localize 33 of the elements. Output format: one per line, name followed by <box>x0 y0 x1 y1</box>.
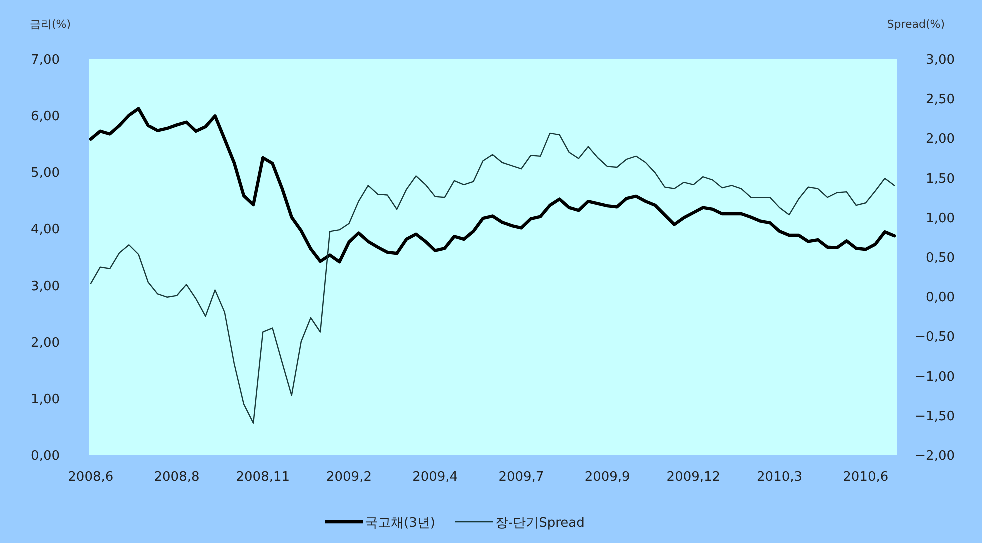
y-tick-label: 0,00 <box>31 449 60 464</box>
y-tick-label: 6,00 <box>31 110 60 125</box>
x-tick-label: 2009,9 <box>584 470 630 485</box>
y-tick-label: 2,00 <box>31 336 60 351</box>
legend-label: 장-단기Spread <box>495 516 585 531</box>
x-tick-label: 2009,2 <box>326 470 372 485</box>
x-tick-label: 2008,8 <box>154 470 200 485</box>
y2-tick-label: 1,00 <box>926 211 955 226</box>
y2-tick-label: −0,50 <box>915 330 955 346</box>
y2-tick-label: 1,50 <box>926 172 955 187</box>
y2-tick-label: 2,50 <box>926 92 955 108</box>
y2-tick-label: 3,00 <box>926 53 955 68</box>
x-tick-label: 2009,4 <box>412 470 458 485</box>
y-tick-label: 7,00 <box>31 53 60 68</box>
x-tick-label: 2009,7 <box>498 470 544 485</box>
y2-tick-label: −1,50 <box>915 409 955 424</box>
x-tick-label: 2010,6 <box>843 470 889 485</box>
x-tick-label: 2010,3 <box>757 470 803 485</box>
y-tick-label: 4,00 <box>31 222 60 238</box>
y2-tick-label: −1,00 <box>915 370 955 385</box>
legend-label: 국고채(3년) <box>365 516 436 531</box>
y2-tick-label: 0,00 <box>926 290 955 306</box>
y-tick-label: 1,00 <box>31 392 60 408</box>
y-tick-label: 5,00 <box>31 166 60 182</box>
x-tick-label: 2008,6 <box>68 470 114 485</box>
y2-tick-label: −2,00 <box>915 449 955 464</box>
x-tick-label: 2009,12 <box>666 470 721 485</box>
y2-axis-title: Spread(%) <box>887 18 945 31</box>
y2-tick-label: 2,00 <box>926 132 955 148</box>
y-axis-title: 금리(%) <box>30 18 72 31</box>
x-tick-label: 2008,11 <box>236 470 290 485</box>
y2-tick-label: 0,50 <box>926 251 955 266</box>
y-tick-label: 3,00 <box>31 279 60 294</box>
